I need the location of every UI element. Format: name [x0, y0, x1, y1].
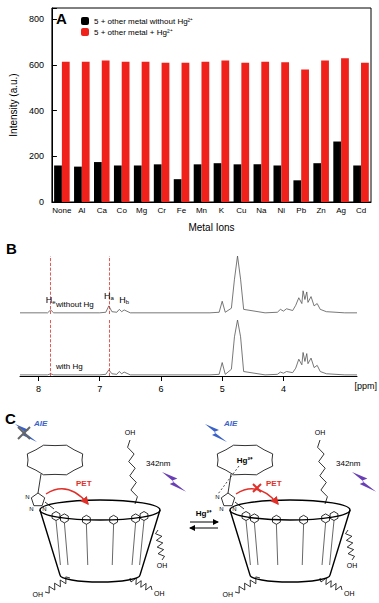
svg-text:Ca: Ca	[97, 206, 108, 215]
svg-text:Pb: Pb	[296, 206, 306, 215]
svg-text:AIE: AIE	[223, 419, 238, 428]
svg-text:OH: OH	[315, 429, 326, 436]
svg-text:OH: OH	[125, 429, 136, 436]
svg-text:b: b	[126, 299, 130, 305]
svg-text:without Hg: without Hg	[55, 300, 94, 309]
svg-text:400: 400	[29, 106, 44, 116]
svg-text:8: 8	[36, 384, 41, 394]
svg-text:Hg²⁺: Hg²⁺	[237, 456, 253, 465]
svg-text:OH: OH	[157, 562, 168, 569]
svg-text:N: N	[29, 506, 33, 512]
html-text:A: A	[56, 10, 67, 27]
svg-text:Ni: Ni	[277, 206, 285, 215]
svg-text:with Hg: with Hg	[55, 362, 83, 371]
svg-text:200: 200	[29, 151, 44, 161]
svg-text:5 + other metal + Hg²⁺: 5 + other metal + Hg²⁺	[94, 28, 173, 37]
svg-text:OH: OH	[344, 590, 355, 597]
svg-text:342nm: 342nm	[336, 459, 361, 468]
svg-text:Al: Al	[78, 206, 85, 215]
svg-text:OH: OH	[33, 591, 44, 598]
svg-text:H: H	[119, 295, 126, 306]
svg-text:OH: OH	[154, 590, 165, 597]
svg-text:N: N	[42, 506, 46, 512]
svg-text:5: 5	[220, 384, 225, 394]
svg-text:K: K	[219, 206, 225, 215]
svg-text:N: N	[25, 494, 29, 500]
svg-text:PET: PET	[76, 479, 92, 488]
svg-text:[ppm]: [ppm]	[354, 381, 377, 391]
svg-text:Co: Co	[117, 206, 128, 215]
svg-text:800: 800	[29, 14, 44, 24]
svg-text:PET: PET	[266, 479, 282, 488]
svg-text:Fe: Fe	[177, 206, 187, 215]
svg-text:a: a	[110, 295, 114, 301]
svg-text:Intensity (a.u.): Intensity (a.u.)	[8, 73, 19, 136]
html-text:C: C	[5, 410, 16, 427]
html-text:B: B	[6, 240, 17, 257]
svg-text:Mg: Mg	[136, 206, 147, 215]
svg-text:OH: OH	[223, 591, 234, 598]
svg-text:None: None	[52, 206, 72, 215]
svg-text:H: H	[45, 294, 53, 305]
svg-text:OH: OH	[347, 562, 358, 569]
svg-text:5 + other metal without Hg²⁺: 5 + other metal without Hg²⁺	[94, 17, 193, 26]
svg-text:Na: Na	[256, 206, 267, 215]
svg-text:AIE: AIE	[33, 419, 48, 428]
svg-text:Metal Ions: Metal Ions	[188, 222, 234, 233]
svg-text:342nm: 342nm	[146, 459, 171, 468]
svg-text:e: e	[52, 299, 56, 305]
svg-text:Mn: Mn	[196, 206, 207, 215]
svg-text:N: N	[232, 506, 236, 512]
svg-text:Cu: Cu	[236, 206, 246, 215]
svg-text:0: 0	[39, 197, 44, 207]
svg-text:4: 4	[281, 384, 286, 394]
svg-text:Zn: Zn	[316, 206, 325, 215]
svg-text:600: 600	[29, 60, 44, 70]
svg-text:N: N	[215, 494, 219, 500]
svg-text:6: 6	[158, 384, 163, 394]
svg-text:Cd: Cd	[356, 206, 366, 215]
svg-text:N: N	[219, 506, 223, 512]
svg-text:Ag: Ag	[336, 206, 346, 215]
svg-text:Hg²⁺: Hg²⁺	[196, 509, 212, 518]
svg-text:7: 7	[97, 384, 102, 394]
svg-text:Cr: Cr	[157, 206, 166, 215]
svg-text:H: H	[103, 291, 111, 302]
